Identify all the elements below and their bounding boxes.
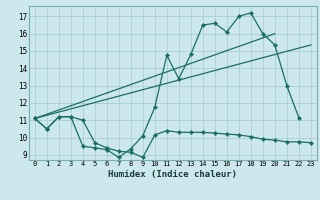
- X-axis label: Humidex (Indice chaleur): Humidex (Indice chaleur): [108, 170, 237, 179]
